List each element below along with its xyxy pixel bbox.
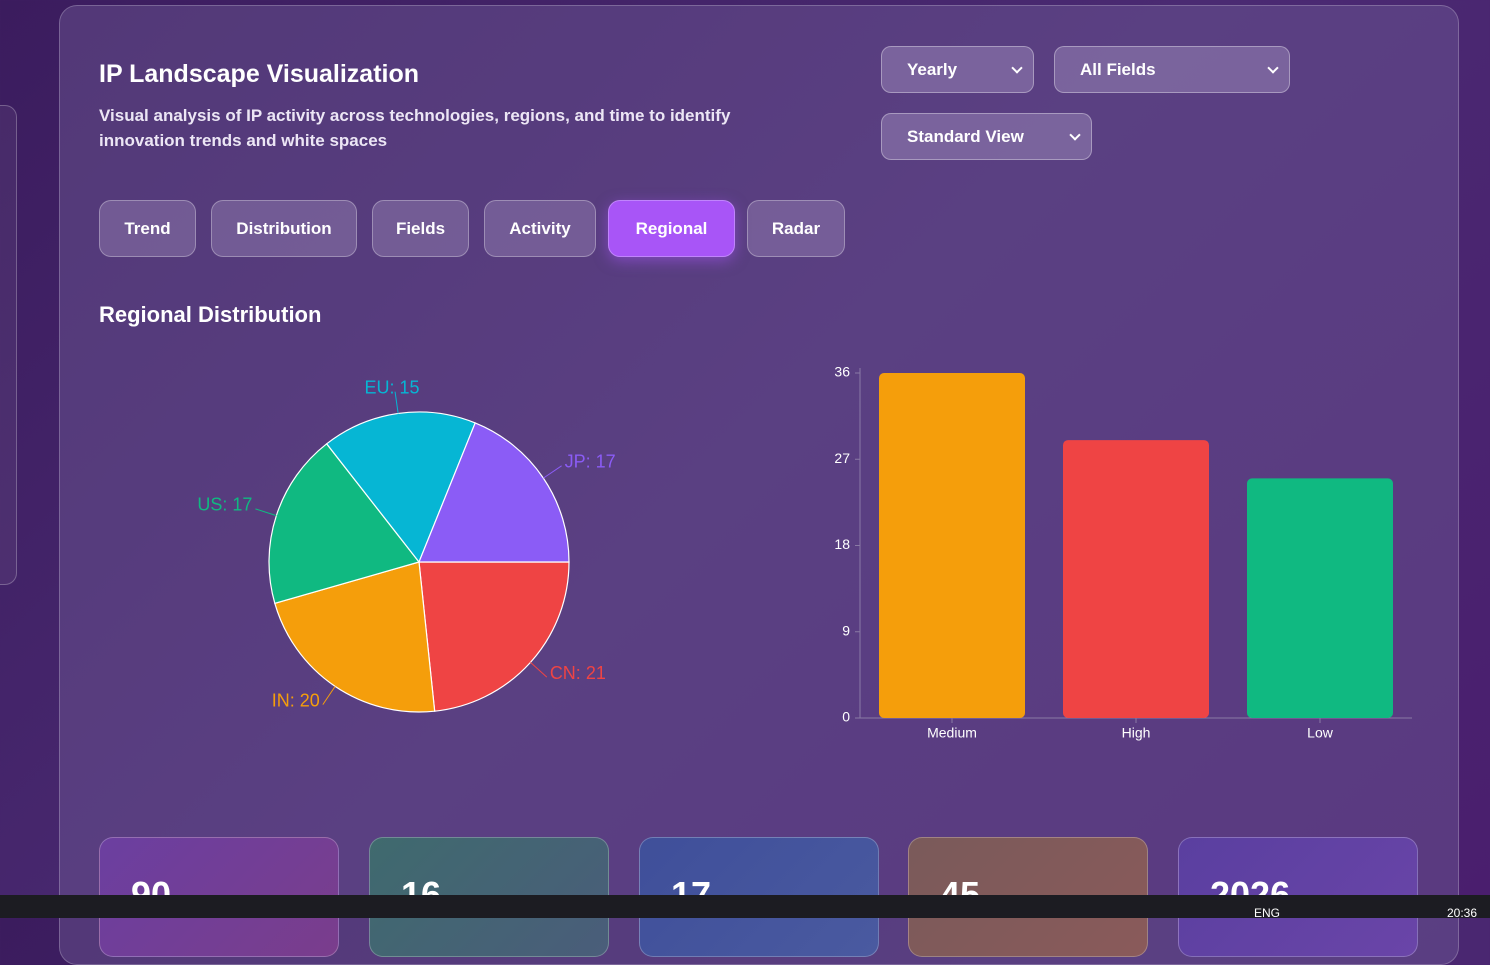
taskbar: ENG 20:36 xyxy=(0,895,1490,920)
y-tick-label: 0 xyxy=(842,709,850,725)
y-tick-label: 27 xyxy=(834,450,850,466)
charts: CN: 21 IN: 20 US: 17 EU: 15 JP: 17 0 9 18 27 36 Me… xyxy=(197,364,1412,741)
tab[interactable]: Fields xyxy=(372,200,469,257)
view-select[interactable]: Standard View xyxy=(881,113,1092,160)
tab[interactable]: Radar xyxy=(747,200,845,257)
period-select[interactable]: Yearly xyxy=(881,46,1034,93)
leader-line xyxy=(530,661,548,678)
section-title: Regional Distribution xyxy=(99,302,322,327)
leader-line xyxy=(322,686,336,705)
leader-line xyxy=(543,465,562,479)
tab[interactable]: Trend xyxy=(99,200,196,257)
tab[interactable]: Regional xyxy=(608,200,735,257)
pie-label: CN: 21 xyxy=(550,663,606,683)
x-tick-label: High xyxy=(1122,725,1151,741)
page: IP Landscape Visualization Visual analys… xyxy=(0,0,1490,918)
pie-label: US: 17 xyxy=(197,495,252,515)
pie-slice xyxy=(274,561,436,713)
y-tick-label: 18 xyxy=(834,536,850,552)
pie-label: EU: 15 xyxy=(365,377,420,397)
x-tick-label: Medium xyxy=(927,725,977,741)
bar xyxy=(879,373,1025,718)
pie-label: IN: 20 xyxy=(272,690,320,710)
tab[interactable]: Distribution xyxy=(211,200,357,257)
pie-label: JP: 17 xyxy=(565,452,616,472)
clock[interactable]: 20:36 xyxy=(1447,906,1478,920)
leader-line xyxy=(255,508,277,517)
x-tick-label: Low xyxy=(1307,725,1334,741)
pie-slice xyxy=(418,561,570,712)
y-tick-label: 9 xyxy=(842,622,850,638)
page-subtitle: Visual analysis of IP activity across te… xyxy=(99,106,731,150)
field-select[interactable]: All Fields xyxy=(1054,46,1290,93)
page-title: IP Landscape Visualization xyxy=(99,60,420,88)
leader-line xyxy=(394,391,399,414)
y-tick-label: 36 xyxy=(834,364,850,380)
bar xyxy=(1063,440,1209,718)
tab[interactable]: Activity xyxy=(484,200,596,257)
bar xyxy=(1247,478,1393,718)
language[interactable]: ENG xyxy=(1254,906,1281,920)
